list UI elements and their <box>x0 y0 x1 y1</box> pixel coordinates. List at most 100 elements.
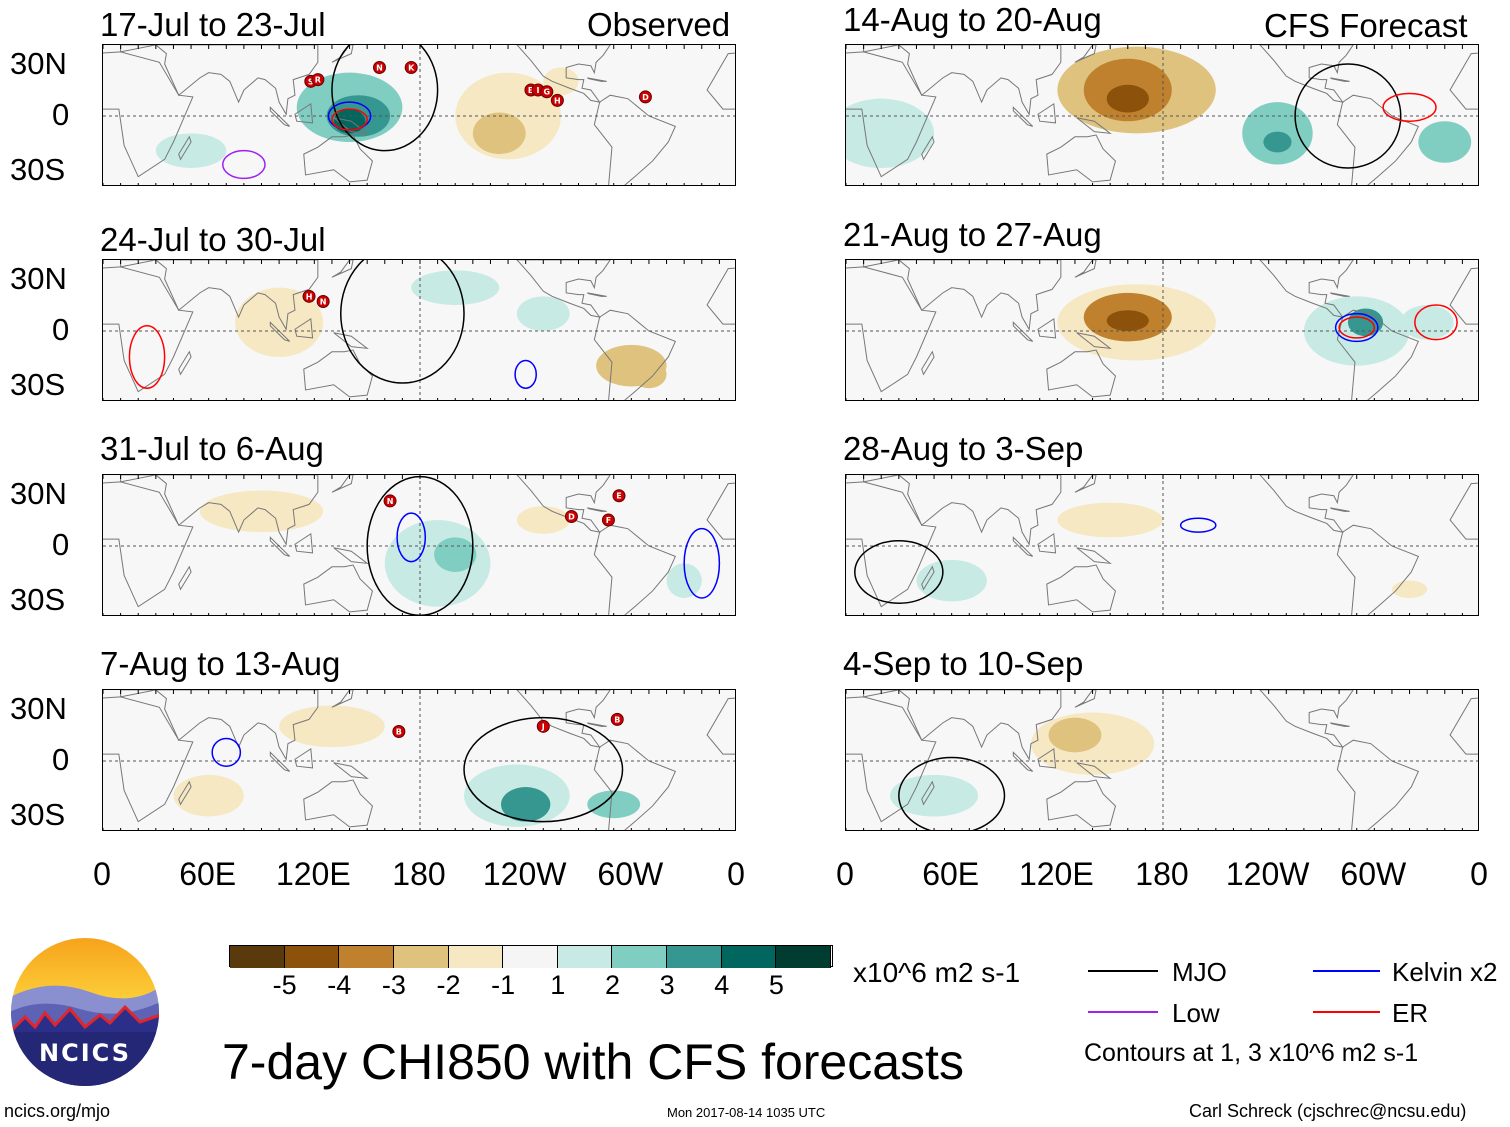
lon-label: 0 <box>1470 856 1488 892</box>
coastline <box>1074 690 1097 708</box>
lat-label: 0 <box>52 97 70 132</box>
coastline <box>516 260 611 318</box>
coastline <box>294 102 314 124</box>
colorbar-swatch <box>776 946 831 968</box>
observed-header: Observed <box>587 6 731 43</box>
tropical-cyclone-icon: F <box>601 513 615 527</box>
tropical-cyclone-icon: B <box>610 712 624 726</box>
coastline <box>706 697 735 755</box>
storm-letter: F <box>606 516 611 525</box>
colorbar-swatch <box>612 946 668 968</box>
contour-line <box>331 45 439 152</box>
coastline <box>303 564 374 613</box>
colorbar-label: -5 <box>272 970 297 1000</box>
storm-letter: K <box>408 63 415 72</box>
storm-letter: H <box>306 292 313 301</box>
colorbar-swatch <box>557 946 613 968</box>
coastline <box>269 321 291 342</box>
lon-label: 0 <box>93 856 111 892</box>
colorbar-units: x10^6 m2 s-1 <box>853 957 1021 988</box>
figure-title: 7-day CHI850 with CFS forecasts <box>222 1034 964 1090</box>
coastline <box>178 350 192 376</box>
coastline <box>706 482 735 540</box>
colorbar-label: 4 <box>714 970 730 1000</box>
coastline <box>1259 690 1354 748</box>
coastline <box>1076 547 1112 565</box>
lat-label: 0 <box>52 312 70 347</box>
coastline <box>331 260 354 278</box>
colorbar-label: 5 <box>768 970 784 1000</box>
ncics-logo: NCICS <box>11 938 159 1086</box>
coastline <box>303 779 374 828</box>
contour-line <box>211 737 242 767</box>
coastline <box>1012 751 1034 772</box>
coastline <box>178 565 192 591</box>
anomaly-shading <box>631 360 667 389</box>
coastline <box>1046 779 1117 828</box>
coastline <box>120 690 319 761</box>
storm-letter: N <box>387 497 394 506</box>
storm-letter: G <box>544 88 551 97</box>
lat-label: 30N <box>10 691 67 726</box>
forecast-map-panel-4 <box>845 689 1479 831</box>
coastline <box>587 77 607 82</box>
legend-er: ER <box>1392 998 1429 1028</box>
footer-author: Carl Schreck (cjschrec@ncsu.edu) <box>1189 1101 1467 1121</box>
forecast-map-panel-2 <box>845 259 1479 401</box>
coastline <box>1074 475 1097 493</box>
coastline <box>269 751 291 772</box>
coastline <box>120 260 319 331</box>
panel-title-fc-3: 28-Aug to 3-Sep <box>843 430 1084 467</box>
observed-map-panel-4: B J B <box>102 689 736 831</box>
coastline <box>1330 77 1350 82</box>
panel-title-fc-2: 21-Aug to 27-Aug <box>843 216 1102 253</box>
tropical-cyclone-icon: R <box>311 73 325 87</box>
coastline <box>294 317 314 339</box>
coastline <box>333 117 369 135</box>
lat-label: 0 <box>52 527 70 562</box>
colorbar-swatch <box>503 946 558 968</box>
coastline <box>1076 762 1112 780</box>
tropical-cyclone-icon: K <box>404 60 418 74</box>
coastline <box>178 780 192 806</box>
coastline <box>294 747 314 769</box>
coastline <box>593 739 677 830</box>
contour-line <box>1382 92 1437 122</box>
forecast-map-panel-3 <box>845 474 1479 616</box>
anomaly-shading <box>890 774 979 817</box>
anomaly-shading <box>516 506 570 534</box>
lat-label: 30S <box>10 152 66 187</box>
lat-label: 30N <box>10 46 67 81</box>
contour-line <box>1334 312 1379 343</box>
lon-label: 60E <box>179 856 237 892</box>
anomaly-shading <box>501 787 551 822</box>
colorbar-swatch <box>339 946 394 968</box>
footer-url[interactable]: ncics.org/mjo <box>4 1101 111 1121</box>
coastline <box>1449 697 1478 755</box>
lat-label: 30S <box>10 367 66 402</box>
anomaly-shading <box>1057 502 1163 538</box>
coastline <box>120 45 319 116</box>
colorbar-swatch <box>230 946 285 968</box>
storm-letter: B <box>396 728 402 737</box>
coastline <box>1012 536 1034 557</box>
tropical-cyclone-icon: E <box>612 489 626 503</box>
coastline <box>303 134 374 183</box>
panel-title-obs-3: 31-Jul to 6-Aug <box>100 430 324 467</box>
coastline <box>1037 532 1057 554</box>
coastline <box>921 135 935 161</box>
anomaly-shading <box>1263 131 1292 153</box>
storm-letter: N <box>376 63 383 72</box>
anomaly-shading <box>411 270 500 305</box>
coastline <box>1259 260 1354 318</box>
tropical-cyclone-icon: H <box>550 93 564 107</box>
storm-letter: N <box>320 298 327 307</box>
tropical-cyclone-icon: G <box>540 85 554 99</box>
colorbar-label: 3 <box>659 970 675 1000</box>
coastline <box>333 332 369 350</box>
coastline <box>269 536 291 557</box>
contour-line <box>396 512 427 563</box>
tropical-cyclone-icon: D <box>638 90 652 104</box>
